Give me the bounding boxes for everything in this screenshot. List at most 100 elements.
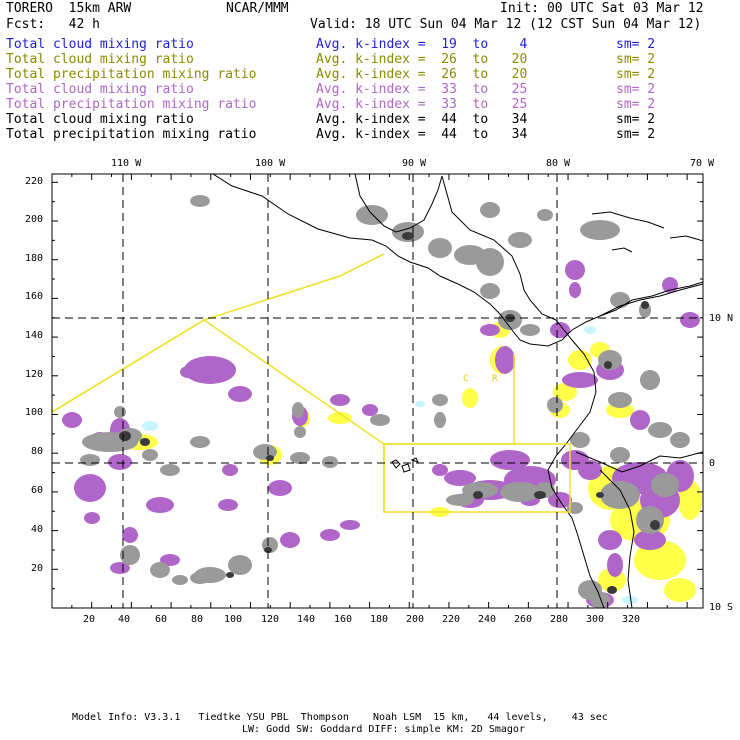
y-tick-label: 220 — [25, 176, 44, 187]
dark-core — [264, 547, 272, 553]
gray-contour — [142, 449, 158, 461]
region-label: C — [463, 374, 469, 384]
dark-core — [607, 586, 617, 594]
gray-contour — [114, 406, 126, 418]
lon-label: 90 W — [402, 158, 427, 169]
purple-contour — [320, 529, 340, 541]
island-galapagos — [391, 457, 419, 473]
purple-contour — [565, 260, 585, 280]
purple-contour — [444, 470, 476, 486]
dark-core — [402, 232, 414, 240]
y-tick-label: 160 — [25, 291, 44, 302]
gray-contour — [150, 562, 170, 578]
purple-contour — [550, 322, 570, 338]
gray-contour — [446, 494, 474, 506]
dark-core — [641, 301, 649, 309]
x-tick-label: 180 — [370, 614, 389, 625]
x-tick-label: 40 — [118, 614, 131, 625]
purple-contour — [110, 562, 130, 574]
gray-contour — [462, 482, 498, 498]
lon-label: 100 W — [255, 158, 286, 169]
lon-label: 70 W — [690, 158, 715, 169]
center-name: NCAR/MMM — [226, 1, 289, 16]
lon-label: 110 W — [111, 158, 142, 169]
gray-contour — [580, 220, 620, 240]
valid-time: Valid: 18 UTC Sun 04 Mar 12 (12 CST Sun … — [310, 17, 702, 32]
purple-contour — [160, 554, 180, 566]
dark-core — [534, 491, 546, 499]
border-interior — [575, 451, 703, 473]
purple-contour — [62, 412, 82, 428]
gray-contour — [190, 195, 210, 207]
y-tick-label: 140 — [25, 330, 44, 341]
legend-sm: sm= 2 — [616, 127, 656, 142]
gray-contour — [608, 392, 632, 408]
purple-contour — [180, 366, 196, 378]
border-andes — [599, 469, 635, 608]
forecast-hour: Fcst: 42 h — [6, 17, 100, 32]
legend-sm: sm= 2 — [616, 97, 656, 112]
gray-contour — [520, 324, 540, 336]
purple-contour — [122, 527, 138, 543]
purple-contour — [108, 454, 132, 470]
dark-core — [604, 361, 612, 369]
purple-contour — [146, 497, 174, 513]
island-hispaniola — [669, 235, 701, 241]
x-tick-label: 240 — [478, 614, 497, 625]
yellow-contour — [328, 412, 352, 424]
y-tick-label: 40 — [31, 524, 44, 535]
yellow-contour — [664, 578, 696, 602]
yellow-contour — [634, 540, 686, 580]
lon-label: 80 W — [546, 158, 571, 169]
gray-contour — [651, 473, 679, 497]
purple-contour — [84, 512, 100, 524]
coastline-mexico-pacific — [212, 174, 703, 347]
cyan-contour — [622, 596, 638, 604]
x-tick-label: 20 — [83, 614, 96, 625]
init-time: Init: 00 UTC Sat 03 Mar 12 — [500, 1, 704, 16]
purple-contour — [662, 277, 678, 293]
x-tick-label: 60 — [155, 614, 168, 625]
purple-contour — [607, 553, 623, 577]
purple-contour — [561, 450, 589, 470]
gray-contour — [190, 572, 210, 584]
purple-contour — [490, 450, 530, 470]
gray-contour — [172, 575, 188, 585]
yellow-contour — [553, 383, 577, 401]
cyan-contour — [415, 401, 425, 407]
gray-contour — [356, 205, 388, 225]
purple-contour — [268, 480, 292, 496]
legend-sm: sm= 2 — [616, 82, 656, 97]
legend-field: Total cloud mixing ratio — [6, 37, 194, 52]
y-tick-label: 100 — [25, 407, 44, 418]
purple-contour — [598, 530, 622, 550]
x-tick-label: 320 — [622, 614, 641, 625]
gray-contour — [434, 412, 446, 428]
y-tick-label: 20 — [31, 563, 44, 574]
gray-contour — [120, 545, 140, 565]
gray-contour — [480, 283, 500, 299]
x-tick-label: 280 — [550, 614, 569, 625]
gray-contour — [500, 482, 540, 502]
gray-contour — [600, 481, 640, 509]
gray-contour — [292, 402, 304, 418]
region-label: R — [492, 374, 498, 384]
x-tick-label: 300 — [586, 614, 605, 625]
purple-contour — [362, 404, 378, 416]
y-tick-label: 120 — [25, 369, 44, 380]
dark-core — [473, 491, 483, 499]
purple-contour — [630, 410, 650, 430]
dark-core — [226, 572, 234, 578]
region-boundaries — [52, 253, 571, 513]
gray-contour — [567, 502, 583, 514]
y-tick-label: 200 — [25, 214, 44, 225]
legend-field: Total precipitation mixing ratio — [6, 67, 257, 82]
x-tick-label: 220 — [442, 614, 461, 625]
gray-contour — [670, 432, 690, 448]
legend-kindex: Avg. k-index = 26 to 20 — [316, 67, 528, 82]
purple-contour — [218, 499, 238, 511]
legend-sm: sm= 2 — [616, 67, 656, 82]
lat-lon-grid — [52, 174, 703, 608]
coastline-caribbean — [441, 175, 557, 321]
